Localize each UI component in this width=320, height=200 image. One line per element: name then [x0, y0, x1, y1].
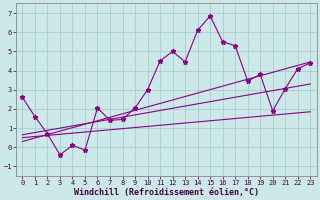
X-axis label: Windchill (Refroidissement éolien,°C): Windchill (Refroidissement éolien,°C) — [74, 188, 259, 197]
